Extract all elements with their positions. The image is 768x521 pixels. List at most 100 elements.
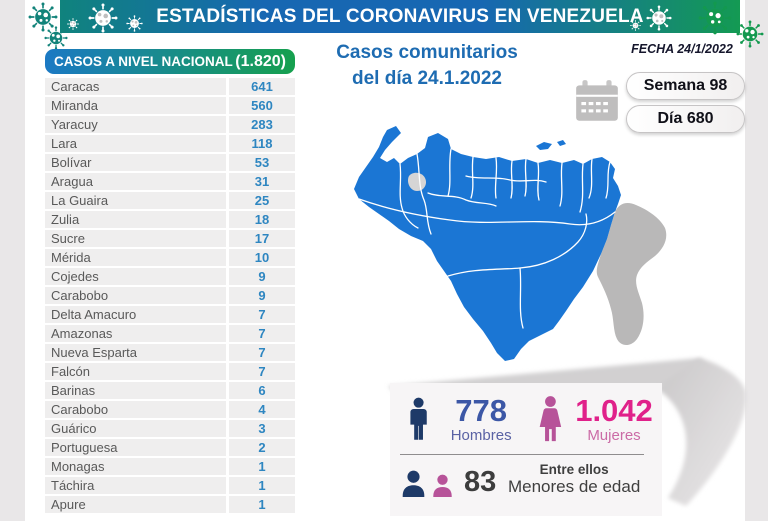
table-row: Carabobo 4 bbox=[45, 401, 295, 418]
venezuela-map bbox=[354, 126, 667, 361]
state-cases: 7 bbox=[229, 325, 295, 342]
virus-icon bbox=[646, 5, 672, 31]
female-bust-icon bbox=[431, 474, 454, 497]
venezuela-landmass bbox=[354, 126, 621, 361]
women-count: 1.042 bbox=[575, 392, 653, 428]
table-row: Falcón 7 bbox=[45, 363, 295, 380]
state-name: Apure bbox=[45, 496, 226, 513]
cases-table: Caracas 641 Miranda 560 Yaracuy 283 Lara… bbox=[45, 78, 295, 515]
week-badge: Semana 98 bbox=[626, 72, 745, 100]
table-row: Delta Amacuro 7 bbox=[45, 306, 295, 323]
table-row: Barinas 6 bbox=[45, 382, 295, 399]
virus-icon bbox=[88, 3, 118, 33]
virus-icon bbox=[126, 15, 143, 32]
table-row: Bolívar 53 bbox=[45, 154, 295, 171]
minors-row: 83 Entre ellos Menores de edad bbox=[390, 455, 662, 497]
table-row: Cojedes 9 bbox=[45, 268, 295, 285]
state-cases: 4 bbox=[229, 401, 295, 418]
state-cases: 3 bbox=[229, 420, 295, 437]
state-name: La Guaira bbox=[45, 192, 226, 209]
table-row: Apure 1 bbox=[45, 496, 295, 513]
state-name: Sucre bbox=[45, 230, 226, 247]
island bbox=[557, 140, 566, 146]
men-stat: 778 Hombres bbox=[439, 395, 523, 444]
day-badge: Día 680 bbox=[626, 105, 745, 133]
men-count: 778 bbox=[455, 392, 508, 428]
state-cases: 18 bbox=[229, 211, 295, 228]
state-name: Bolívar bbox=[45, 154, 226, 171]
state-cases: 10 bbox=[229, 249, 295, 266]
table-row: Zulia 18 bbox=[45, 211, 295, 228]
minors-label-line1: Entre ellos bbox=[539, 462, 609, 477]
virus-icon bbox=[67, 18, 79, 30]
virus-icon bbox=[630, 20, 641, 31]
state-name: Yaracuy bbox=[45, 116, 226, 133]
state-cases: 7 bbox=[229, 363, 295, 380]
state-name: Zulia bbox=[45, 211, 226, 228]
fecha-label: FECHA 24/1/2022 bbox=[631, 42, 733, 56]
state-cases: 25 bbox=[229, 192, 295, 209]
calendar-icon bbox=[576, 80, 618, 121]
state-cases: 560 bbox=[229, 97, 295, 114]
state-cases: 9 bbox=[229, 268, 295, 285]
female-icon bbox=[537, 390, 564, 448]
minors-label-line2: Menores de edad bbox=[507, 477, 641, 496]
state-cases: 283 bbox=[229, 116, 295, 133]
state-name: Amazonas bbox=[45, 325, 226, 342]
table-row: Guárico 3 bbox=[45, 420, 295, 437]
gender-stats-card: 778 Hombres 1.042 Mujeres 83 Entre ellos… bbox=[390, 383, 662, 516]
state-cases: 1 bbox=[229, 458, 295, 475]
state-cases: 53 bbox=[229, 154, 295, 171]
state-cases: 7 bbox=[229, 306, 295, 323]
male-bust-icon bbox=[400, 470, 427, 497]
state-name: Carabobo bbox=[45, 401, 226, 418]
state-name: Nueva Esparta bbox=[45, 344, 226, 361]
table-row: Caracas 641 bbox=[45, 78, 295, 95]
table-row: Monagas 1 bbox=[45, 458, 295, 475]
male-icon bbox=[406, 391, 431, 447]
table-row: Miranda 560 bbox=[45, 97, 295, 114]
state-name: Monagas bbox=[45, 458, 226, 475]
table-row: Sucre 17 bbox=[45, 230, 295, 247]
table-row: Aragua 31 bbox=[45, 173, 295, 190]
community-cases-line1: Casos comunitarios bbox=[336, 42, 518, 63]
state-cases: 1 bbox=[229, 496, 295, 513]
state-name: Táchira bbox=[45, 477, 226, 494]
esequibo-region bbox=[596, 203, 667, 345]
state-cases: 9 bbox=[229, 287, 295, 304]
table-row: Portuguesa 2 bbox=[45, 439, 295, 456]
table-row: Yaracuy 283 bbox=[45, 116, 295, 133]
state-name: Guárico bbox=[45, 420, 226, 437]
table-row: Nueva Esparta 7 bbox=[45, 344, 295, 361]
state-cases: 17 bbox=[229, 230, 295, 247]
cases-panel-title: CASOS A NIVEL NACIONAL bbox=[54, 54, 233, 69]
state-name: Falcón bbox=[45, 363, 226, 380]
state-name: Carabobo bbox=[45, 287, 226, 304]
state-borders bbox=[358, 148, 616, 329]
table-row: La Guaira 25 bbox=[45, 192, 295, 209]
table-row: Táchira 1 bbox=[45, 477, 295, 494]
state-name: Caracas bbox=[45, 78, 226, 95]
minors-label: Entre ellos Menores de edad bbox=[496, 462, 652, 497]
state-cases: 641 bbox=[229, 78, 295, 95]
state-name: Barinas bbox=[45, 382, 226, 399]
state-name: Delta Amacuro bbox=[45, 306, 226, 323]
lake-maracaibo bbox=[407, 172, 427, 191]
women-stat: 1.042 Mujeres bbox=[572, 395, 656, 444]
table-row: Lara 118 bbox=[45, 135, 295, 152]
virus-icon bbox=[44, 26, 68, 50]
cases-total: (1.820) bbox=[235, 52, 286, 70]
state-name: Aragua bbox=[45, 173, 226, 190]
table-row: Carabobo 9 bbox=[45, 287, 295, 304]
community-cases-title: Casos comunitarios del día 24.1.2022 bbox=[303, 40, 551, 92]
state-cases: 7 bbox=[229, 344, 295, 361]
men-label: Hombres bbox=[450, 426, 512, 444]
state-cases: 6 bbox=[229, 382, 295, 399]
cases-panel-header: CASOS A NIVEL NACIONAL (1.820) bbox=[45, 49, 295, 74]
table-row: Amazonas 7 bbox=[45, 325, 295, 342]
state-name: Cojedes bbox=[45, 268, 226, 285]
table-row: Mérida 10 bbox=[45, 249, 295, 266]
state-cases: 31 bbox=[229, 173, 295, 190]
state-cases: 118 bbox=[229, 135, 295, 152]
